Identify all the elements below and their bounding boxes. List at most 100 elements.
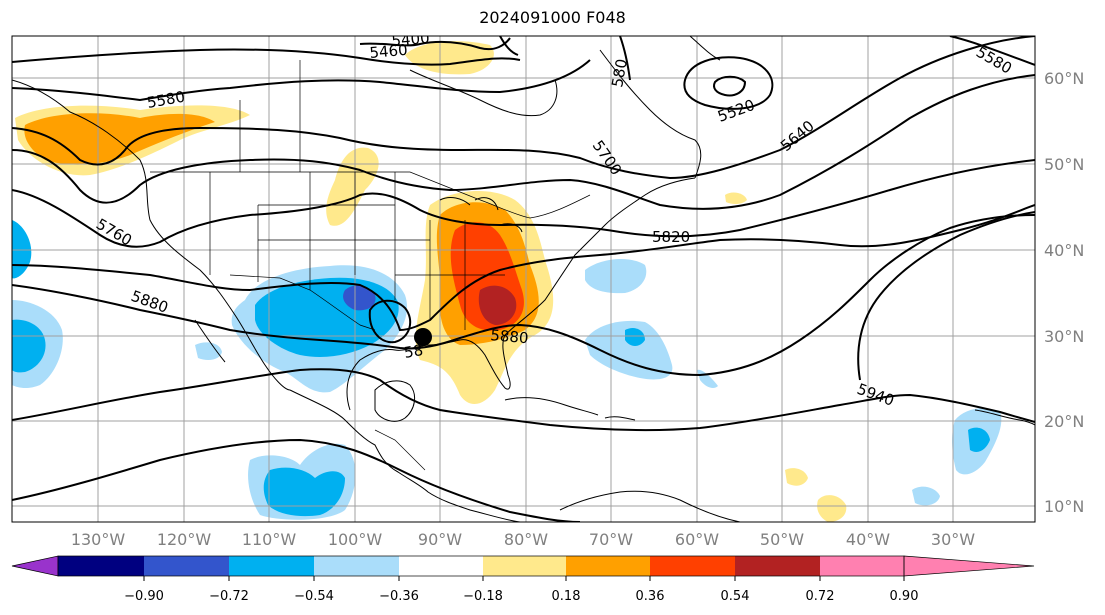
lon-label-110w: 110°W: [242, 530, 297, 549]
colorbar-tick-2: −0.72: [209, 589, 249, 604]
coast-yucatan: [374, 380, 416, 422]
longitude-labels: 130°W 120°W 110°W 100°W 90°W 80°W 70°W 6…: [71, 530, 975, 549]
lon-label-100w: 100°W: [328, 530, 383, 549]
lon-label-90w: 90°W: [418, 530, 462, 549]
storm-center-marker: [414, 328, 432, 346]
height-contours: [12, 36, 1035, 522]
border-us-canada: [150, 171, 591, 219]
latitude-labels: 60°N 50°N 40°N 30°N 20°N 10°N: [1044, 69, 1084, 516]
negative-anomaly-atl-1: [585, 258, 647, 294]
contour-5940: [12, 368, 1035, 432]
lon-label-50w: 50°W: [760, 530, 804, 549]
contour-label-5820: 5820: [652, 228, 690, 246]
positive-anomaly-north: [405, 41, 494, 75]
contour-5460: [12, 48, 521, 66]
colorbar-tick-9: 0.72: [806, 589, 835, 604]
negative-anomaly-camerica-core: [263, 467, 345, 517]
shaded-field: [12, 41, 1002, 522]
map-title: 2024091000 F048: [479, 8, 626, 27]
negative-anomaly-sw-strong: [343, 285, 376, 311]
colorbar-segment-4: [314, 556, 399, 576]
coast-labrador: [599, 49, 702, 179]
contour-5400: [359, 37, 511, 51]
coast-east-us: [504, 177, 696, 336]
contour-label-5880-fl: 5880: [490, 326, 530, 347]
colorbar-tick-3: −0.54: [294, 589, 334, 604]
lon-label-60w: 60°W: [675, 530, 719, 549]
colorbar-segment-7: [566, 556, 650, 576]
contour-5640: [12, 36, 1035, 180]
colorbar-segment-9: [735, 556, 820, 576]
lat-label-60: 60°N: [1044, 69, 1084, 88]
positive-anomaly-east-darkred: [478, 285, 517, 325]
contour-label-5400: 5400: [391, 29, 431, 50]
contour-5940-curve: [857, 211, 1035, 381]
contour-5760: [12, 159, 1035, 248]
contour-5580-east: [949, 36, 1035, 66]
positive-anomaly-atl-2: [817, 495, 847, 522]
colorbar-tick-1: −0.90: [124, 589, 164, 604]
colorbar-extend-high: [903, 555, 1035, 577]
contour-5820: [12, 204, 1035, 332]
colorbar-segment-3: [229, 556, 314, 576]
coast-florida: [459, 334, 511, 390]
contour-label-5460: 5460: [369, 41, 409, 62]
negative-anomaly-wpac: [12, 220, 32, 279]
colorbar-tick-10: 0.90: [890, 589, 919, 604]
coastlines: [12, 36, 1035, 522]
negative-anomaly-atl-2-core: [625, 328, 645, 346]
lon-label-120w: 120°W: [157, 530, 212, 549]
colorbar: −0.90 −0.72 −0.54 −0.36 −0.18 0.18 0.36 …: [11, 555, 1035, 604]
colorbar-tick-7: 0.36: [636, 589, 665, 604]
coast-south-america: [559, 490, 741, 522]
lat-label-40: 40°N: [1044, 241, 1084, 260]
lon-label-30w: 30°W: [931, 530, 975, 549]
colorbar-segment-2: [144, 556, 229, 576]
contour-5880: [12, 214, 1035, 377]
colorbar-segment-8: [650, 556, 735, 576]
border-us-mexico: [229, 274, 376, 331]
coast-hudson: [409, 69, 558, 117]
contour-5580: [12, 59, 591, 102]
negative-anomaly-gulf-small: [195, 342, 222, 360]
lat-label-20: 20°N: [1044, 412, 1084, 431]
lon-label-80w: 80°W: [504, 530, 548, 549]
positive-anomaly-atl-1: [785, 468, 808, 486]
colorbar-segment-5: [399, 556, 483, 576]
negative-anomaly-atl-east-2: [912, 486, 940, 506]
positive-anomaly-plains: [326, 147, 379, 226]
map-frame: [11, 35, 1036, 523]
coast-west-africa: [974, 409, 1035, 426]
contour-5700: [12, 74, 1035, 210]
positive-anomaly-atl-3: [725, 192, 747, 205]
colorbar-extend-low: [11, 555, 59, 577]
colorbar-segment-10: [820, 556, 904, 576]
coast-cuba: [504, 397, 599, 416]
lon-label-70w: 70°W: [589, 530, 633, 549]
coast-north-america-west: [12, 79, 291, 391]
negative-anomaly-atl-east-core: [968, 427, 990, 452]
colorbar-tick-5: −0.18: [463, 589, 503, 604]
colorbar-segment-1: [58, 556, 144, 576]
contour-5880-lower: [12, 438, 581, 522]
contour-58-top: [499, 36, 519, 56]
contour-580-north: [619, 36, 631, 81]
lat-label-50: 50°N: [1044, 155, 1084, 174]
political-borders: [150, 60, 591, 471]
colorbar-segment-6: [483, 556, 566, 576]
negative-anomaly-wpac-2-core: [12, 319, 46, 373]
lat-label-10: 10°N: [1044, 497, 1084, 516]
lon-label-40w: 40°W: [846, 530, 890, 549]
lat-label-30: 30°N: [1044, 327, 1084, 346]
contour-5520-ring: [683, 56, 774, 110]
contour-5520-inner: [713, 75, 747, 97]
coast-gulf: [289, 389, 521, 522]
colorbar-tick-6: 0.18: [552, 589, 581, 604]
lon-label-130w: 130°W: [71, 530, 126, 549]
contour-5880-ring: [368, 299, 412, 344]
colorbar-tick-4: −0.36: [379, 589, 419, 604]
colorbar-tick-8: 0.54: [721, 589, 750, 604]
coast-hispaniola: [604, 416, 636, 421]
coast-baja: [194, 319, 226, 363]
